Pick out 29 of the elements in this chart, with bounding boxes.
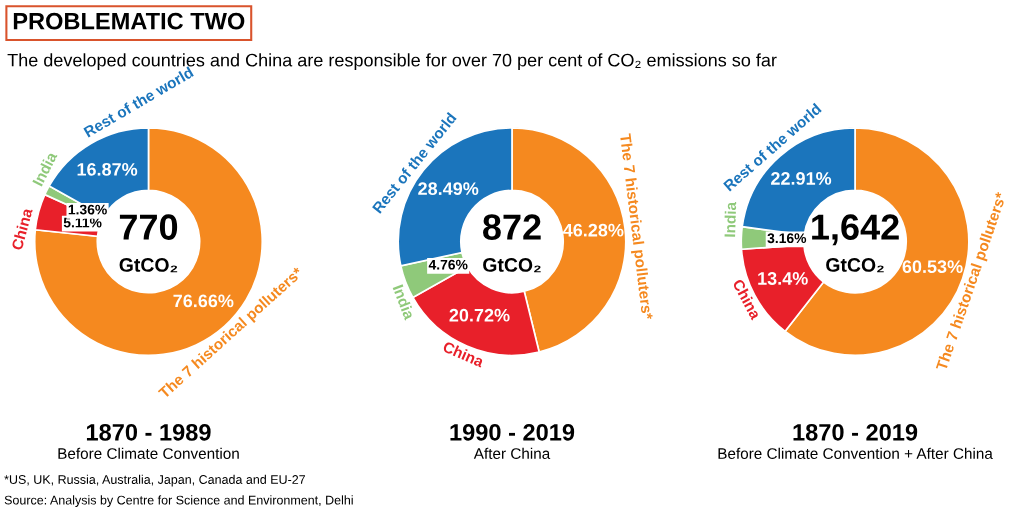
text: 1870 - 1989 xyxy=(86,423,211,441)
data-label: 5.11% xyxy=(63,217,102,228)
data-label: 4.76% xyxy=(428,259,468,270)
text: GtCO₂ xyxy=(826,258,884,273)
text: After China xyxy=(473,447,551,459)
text: GtCO₂ xyxy=(483,258,541,273)
data-label: 3.16% xyxy=(767,233,807,244)
data-label: 28.49% xyxy=(418,182,479,196)
text: GtCO₂ xyxy=(119,258,178,273)
text: 872 xyxy=(483,214,541,240)
text: 1870 - 2019 xyxy=(793,423,918,441)
text: 1990 - 2019 xyxy=(450,423,575,441)
data-label: 13.4% xyxy=(758,272,808,285)
data-label: 76.66% xyxy=(173,294,234,308)
text: Before Climate Convention + After China xyxy=(718,447,993,459)
data-label: 22.91% xyxy=(771,172,832,185)
text: 1,642 xyxy=(812,214,899,246)
data-label: 46.28% xyxy=(562,223,624,237)
text: Before Climate Convention xyxy=(58,447,239,459)
slice-label: China xyxy=(10,207,33,251)
text: PROBLEMATIC TWO xyxy=(13,12,245,30)
source-note: Source: Analysis by Centre for Science and Environment, Delhi xyxy=(4,495,353,507)
data-label: 1.36% xyxy=(68,204,107,215)
slice-label: India xyxy=(724,201,737,237)
text: *US, UK, Russia, Australia, Japan, Canada and EU-27 xyxy=(4,474,306,487)
slice-label: India xyxy=(392,284,416,321)
data-label: 16.87% xyxy=(77,162,138,176)
text: 770 xyxy=(119,214,178,240)
data-label: 20.72% xyxy=(449,308,510,322)
